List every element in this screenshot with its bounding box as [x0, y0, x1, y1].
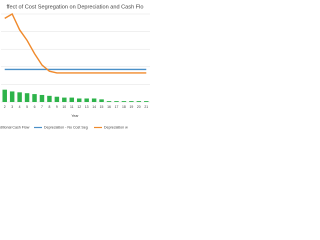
chart: ffect of Cost Segregation on Depreciatio…: [0, 4, 150, 129]
bar: [84, 98, 89, 102]
bar: [136, 101, 142, 102]
x-tick-label: 17: [115, 105, 119, 109]
bar: [129, 101, 134, 102]
x-tick-label: 19: [129, 105, 133, 109]
chart-title: ffect of Cost Segregation on Depreciatio…: [6, 4, 143, 10]
bar: [99, 99, 104, 102]
x-tick-label: 15: [100, 105, 104, 109]
bar: [24, 93, 30, 102]
x-tick-label: 4: [19, 105, 21, 109]
bar: [62, 97, 67, 102]
bar: [76, 98, 82, 102]
bar: [91, 98, 97, 102]
legend-label: dditional Cash Flow: [0, 125, 30, 129]
x-tick-label: 14: [92, 105, 96, 109]
x-tick-label: 18: [122, 105, 126, 109]
bar: [9, 91, 15, 102]
x-tick-label: 16: [107, 105, 111, 109]
x-tick-label: 21: [144, 105, 148, 109]
page: ffect of Cost Segregation on Depreciatio…: [0, 4, 150, 130]
x-tick-label: 11: [70, 105, 74, 109]
bar: [121, 101, 127, 102]
x-tick-label: 5: [26, 105, 28, 109]
x-tick-label: 13: [85, 105, 89, 109]
legend-label: Depreciation w: [104, 125, 128, 129]
bar: [39, 94, 45, 102]
x-tick-label: 3: [11, 105, 13, 109]
bar: [47, 95, 52, 102]
bar: [144, 101, 149, 102]
x-tick-label: 12: [77, 105, 81, 109]
bar: [17, 92, 22, 102]
x-axis-label: Year: [71, 114, 79, 118]
x-tick-label: 6: [34, 105, 36, 109]
x-tick-label: 2: [4, 105, 6, 109]
x-tick-label: 7: [41, 105, 43, 109]
x-tick-label: 8: [48, 105, 50, 109]
x-tick-label: 20: [137, 105, 141, 109]
x-tick-label: 10: [62, 105, 66, 109]
bar: [106, 101, 112, 102]
bar: [32, 94, 37, 102]
bar: [114, 101, 119, 102]
bar: [69, 97, 75, 102]
bar: [2, 89, 7, 102]
line: [4, 13, 147, 74]
bar: [54, 96, 60, 102]
x-tick-label: 9: [56, 105, 58, 109]
legend-label: Depreciation - No Cost Seg: [44, 125, 88, 129]
